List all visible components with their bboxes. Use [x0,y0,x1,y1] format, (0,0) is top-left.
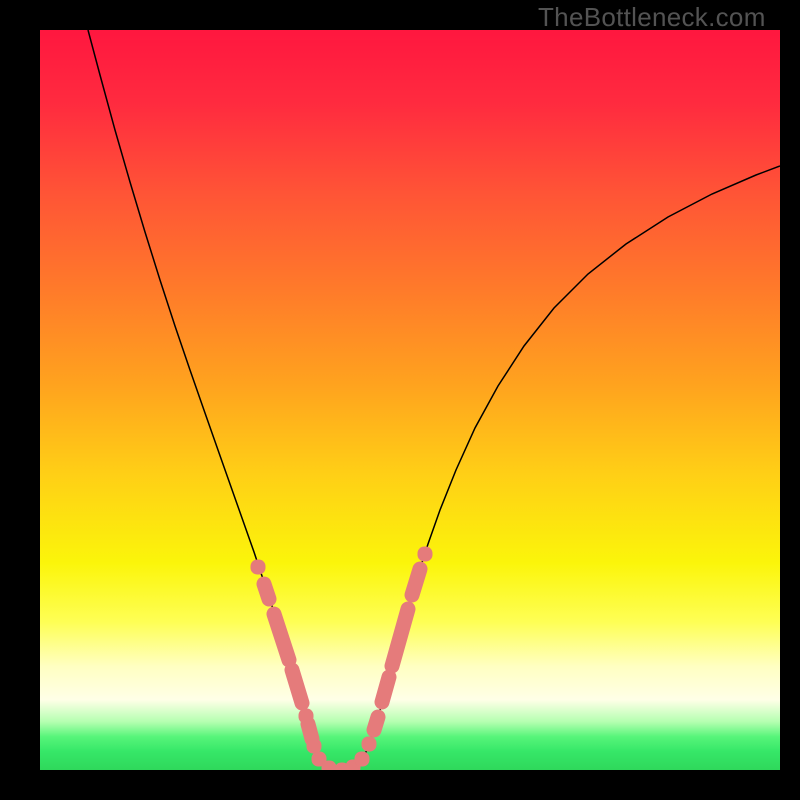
bottleneck-curve [88,30,780,770]
marker-dot [362,737,377,752]
marker-dot [307,739,322,754]
watermark-text: TheBottleneck.com [538,2,766,33]
marker-segment [274,614,289,660]
marker-dot [355,752,370,767]
marker-segment [392,609,408,666]
plot-area [40,30,780,770]
marker-segment [374,717,378,730]
chart-overlay [40,30,780,770]
marker-segment [412,569,420,595]
marker-segment [292,670,302,703]
marker-segment [264,584,269,599]
marker-dot [251,560,266,575]
marker-segment [382,677,389,702]
marker-dot [299,709,314,724]
marker-segment [308,724,312,739]
marker-dot [418,547,433,562]
